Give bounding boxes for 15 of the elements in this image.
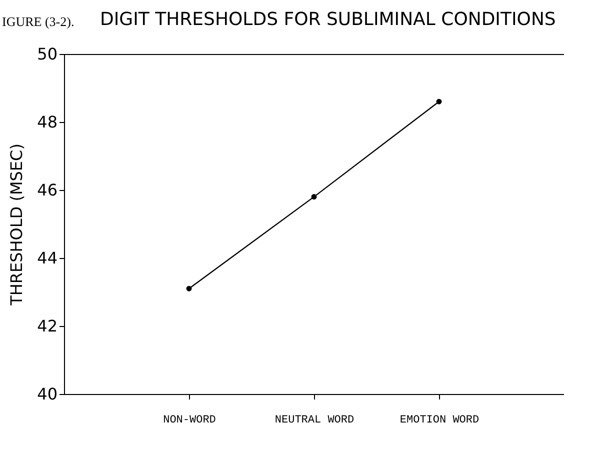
point [186, 286, 192, 292]
y-tick-label: 48 [37, 112, 58, 132]
point [311, 194, 317, 200]
x-tick-label: NON-WORD [163, 414, 216, 426]
y-tick-label: 46 [37, 180, 58, 200]
y-tick-label: 42 [37, 316, 58, 336]
y-tick-label: 44 [37, 248, 58, 268]
y-axis-title: THRESHOLD (MSEC) [7, 144, 26, 306]
x-tick-label: NEUTRAL WORD [274, 414, 354, 426]
point [436, 98, 442, 104]
y-tick-label: 50 [37, 44, 58, 64]
y-tick-label: 40 [37, 384, 58, 404]
text: IGURE (3-2). [2, 14, 74, 30]
chart-title: DIGIT THRESHOLDS FOR SUBLIMINAL CONDITIONS [100, 9, 556, 30]
x-tick-label: EMOTION WORD [400, 414, 480, 426]
